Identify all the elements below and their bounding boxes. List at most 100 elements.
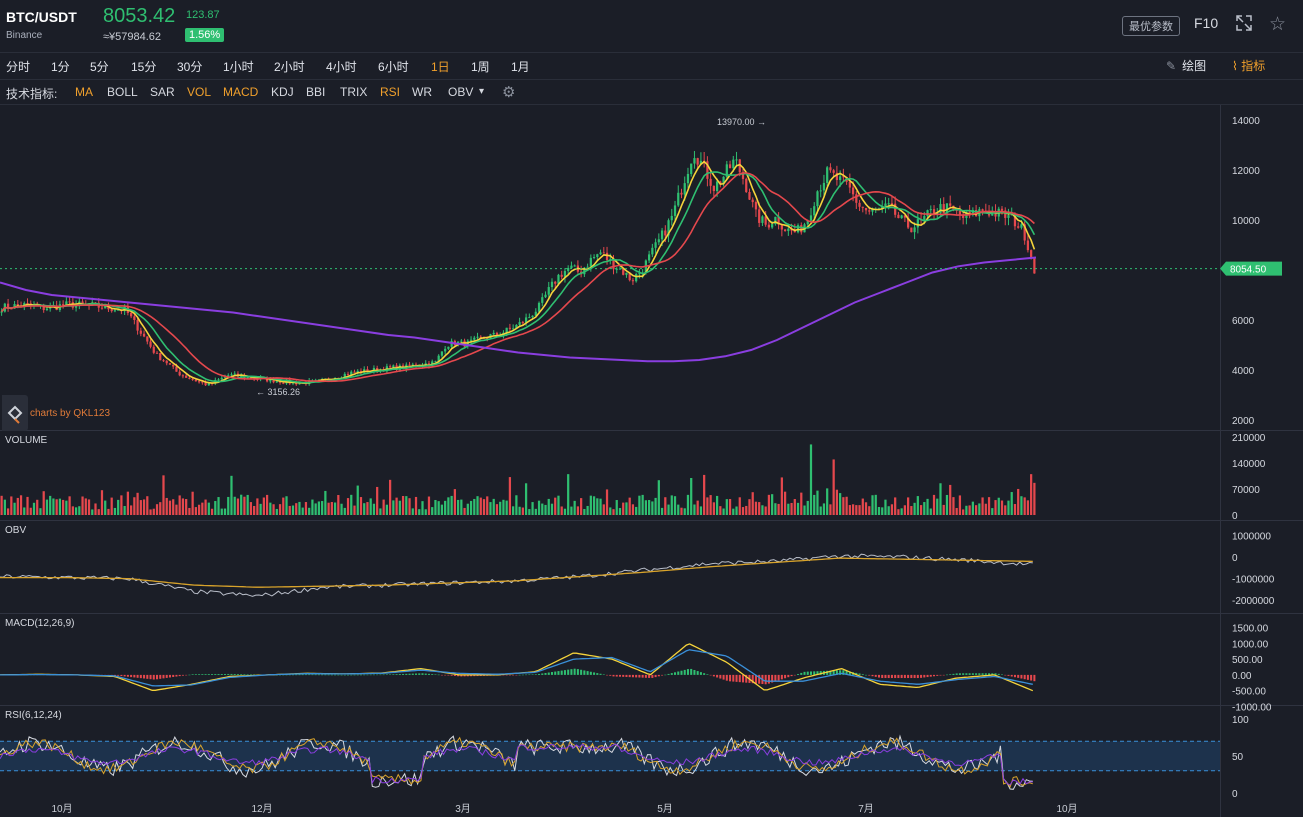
candle-body-237 [767,224,771,228]
candle-body-69 [223,376,227,378]
indicator-trix[interactable]: TRIX [340,85,368,99]
macd-hist-270 [874,674,877,677]
volume-bar-189 [612,509,615,515]
indicator-rsi[interactable]: RSI [380,85,401,99]
volume-bar-159 [515,495,518,515]
macd-hist-199 [644,674,647,678]
candle-body-52 [168,363,172,365]
indicator-vol[interactable]: VOL [187,85,212,99]
macd-hist-115 [372,674,375,676]
macd-hist-98 [317,674,320,676]
macd-hist-312 [1010,674,1013,677]
candle-body-168 [544,294,547,298]
candle-body-115 [372,367,376,371]
candle-body-158 [512,328,515,330]
chart-area[interactable]: 20004000600080001000012000140008054.5013… [0,105,1303,817]
candle-body-35 [113,310,117,312]
volume-bar-239 [774,503,777,515]
timeframe-9[interactable]: 1日 [431,60,450,74]
volume-bar-23 [74,507,78,515]
indicator-bbi[interactable]: BBI [306,85,326,99]
volume-bar-111 [359,497,363,515]
macd-hist-167 [541,673,544,675]
macd-hist-37 [120,674,123,677]
timeframe-0[interactable]: 分时 [6,60,31,74]
timeframe-4[interactable]: 30分 [177,60,203,74]
volume-bar-6 [19,495,23,515]
pair-symbol[interactable]: BTC/USDT [6,9,77,25]
candle-body-64 [207,382,210,386]
gear-icon[interactable]: ⚙ [502,84,516,101]
volume-bar-165 [534,508,537,515]
indicator-sar[interactable]: SAR [150,85,175,99]
macd-hist-253 [819,671,822,675]
volume-bar-292 [945,494,949,515]
macd-hist-169 [547,672,550,675]
timeframe-5[interactable]: 1小时 [223,60,254,74]
timeframe-1[interactable]: 1分 [51,60,70,74]
volume-bar-22 [71,506,74,515]
volume-bar-193 [625,502,628,515]
obv-dropdown-icon[interactable]: ▾ [479,86,485,97]
price-tick-5: 12000 [1232,166,1260,177]
indicator-wr[interactable]: WR [412,85,432,99]
timeframe-3[interactable]: 15分 [131,60,157,74]
draw-button[interactable]: ✎ 绘图 [1166,59,1207,73]
low-annotation: ← 3156.26 [256,387,300,397]
candle-body-51 [165,360,168,364]
macd-hist-74 [240,674,243,675]
candle-body-134 [434,361,437,363]
volume-bar-62 [201,502,204,515]
candle-body-288 [932,209,936,215]
volume-bar-97 [314,503,317,515]
macd-hist-297 [962,673,965,675]
indicator-ma[interactable]: MA [75,85,93,99]
macd-hist-157 [508,674,511,676]
macd-hist-88 [285,674,288,676]
volume-bar-67 [217,497,220,515]
macd-hist-96 [311,674,314,676]
volume-bar-3 [10,496,13,515]
macd-hist-61 [198,674,201,675]
volume-bar-39 [126,491,129,515]
candle-body-126 [408,364,411,366]
indicator-boll[interactable]: BOLL [107,85,138,99]
f10-button[interactable]: F10 [1194,15,1219,31]
indicator-macd[interactable]: MACD [223,85,259,99]
volume-bar-168 [544,504,547,515]
timeframe-10[interactable]: 1周 [471,60,490,74]
obv-tick-1: 0 [1232,553,1238,564]
candle-body-235 [761,216,764,223]
macd-hist-240 [777,674,780,681]
indicator-obv[interactable]: OBV [448,85,474,99]
star-icon[interactable]: ☆ [1269,14,1287,35]
volume-bar-75 [243,496,246,515]
candle-body-193 [625,272,628,275]
macd-hist-295 [955,673,958,675]
volume-bar-19 [62,499,65,515]
volume-bar-304 [984,503,987,515]
timeframe-2[interactable]: 5分 [90,60,109,74]
indicator-kdj[interactable]: KDJ [271,85,294,99]
candle-body-219 [709,178,712,186]
expand-icon[interactable] [1236,15,1252,31]
volume-bar-34 [110,497,113,515]
candle-body-156 [505,327,508,333]
volume-bar-131 [424,509,427,515]
candle-body-142 [460,340,463,342]
optimal-params-button[interactable]: 最优参数 [1122,16,1180,36]
candle-body-282 [913,227,916,233]
qkl-logo [2,395,28,431]
indicator-button[interactable]: ⌇ 指标 [1232,59,1266,73]
candle-body-55 [178,371,181,376]
macd-hist-314 [1017,674,1020,678]
timeframe-6[interactable]: 2小时 [274,60,305,74]
macd-hist-247 [800,672,803,675]
candle-body-42 [136,320,139,331]
candle-body-309 [1000,208,1004,211]
timeframe-7[interactable]: 4小时 [326,60,357,74]
timeframe-8[interactable]: 6小时 [378,60,409,74]
candle-body-40 [130,312,133,317]
volume-bar-51 [165,497,168,515]
timeframe-11[interactable]: 1月 [511,60,530,74]
